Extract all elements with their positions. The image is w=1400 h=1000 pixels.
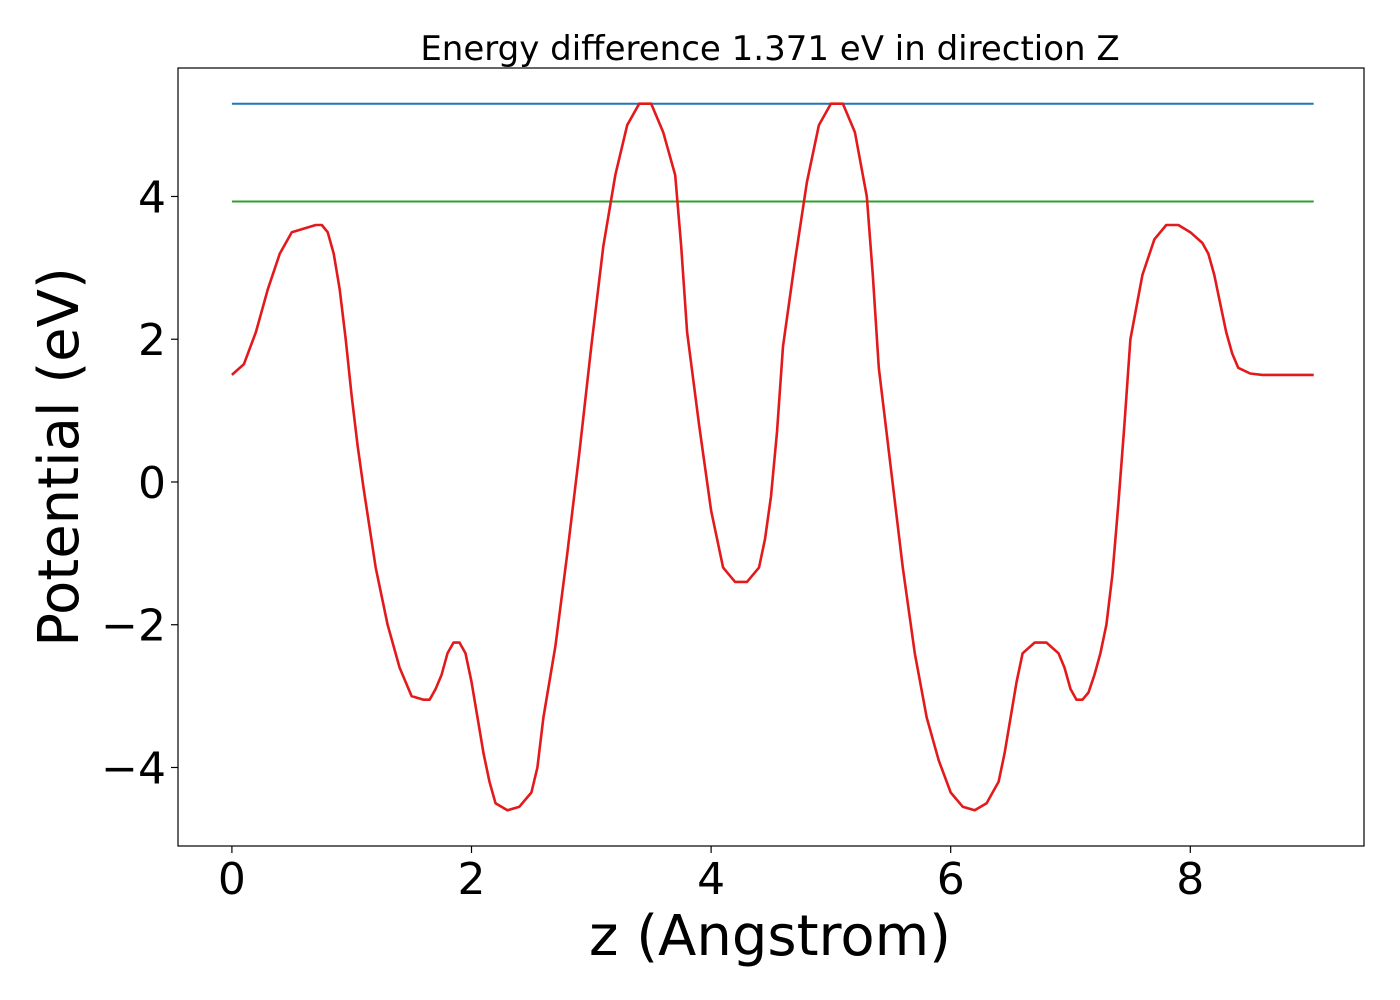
x-axis-ticks: 0 2 4 6 8 xyxy=(218,846,1204,905)
y-tick-label: 2 xyxy=(138,315,166,366)
x-tick-label: 2 xyxy=(458,854,486,905)
series-layer xyxy=(231,102,1314,812)
plot-area xyxy=(177,67,1365,847)
chart-title: Energy difference 1.371 eV in direction … xyxy=(420,29,1119,69)
x-tick-label: 6 xyxy=(937,854,965,905)
x-tick-label: 8 xyxy=(1176,854,1204,905)
y-tick-label: 4 xyxy=(138,172,166,223)
y-tick-label: −2 xyxy=(101,601,166,652)
y-tick-label: 0 xyxy=(138,458,166,509)
x-axis-label: z (Angstrom) xyxy=(589,904,951,969)
potential-curve xyxy=(231,102,1314,812)
y-axis-label: Potential (eV) xyxy=(27,267,92,647)
y-axis-ticks: −4 −2 0 2 4 xyxy=(101,172,178,794)
x-tick-label: 4 xyxy=(697,854,725,905)
y-tick-label: −4 xyxy=(101,743,166,794)
x-tick-label: 0 xyxy=(218,854,246,905)
